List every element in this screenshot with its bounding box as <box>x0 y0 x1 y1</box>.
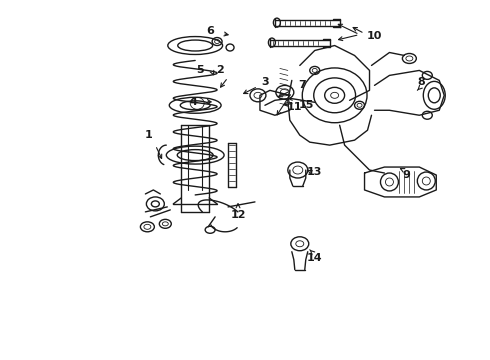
Text: 13: 13 <box>307 167 322 177</box>
Text: 2: 2 <box>216 66 224 76</box>
Text: 4: 4 <box>189 97 197 107</box>
Text: 3: 3 <box>261 77 269 87</box>
Text: 11: 11 <box>287 102 302 112</box>
Text: 7: 7 <box>298 80 306 90</box>
Text: 6: 6 <box>206 26 214 36</box>
Text: 8: 8 <box>417 77 425 87</box>
Text: 1: 1 <box>145 130 152 140</box>
Text: 9: 9 <box>402 170 410 180</box>
Text: 5: 5 <box>196 66 204 76</box>
Text: 10: 10 <box>367 31 382 41</box>
Text: 15: 15 <box>299 100 315 110</box>
Text: 12: 12 <box>230 210 246 220</box>
Text: 14: 14 <box>307 253 322 263</box>
